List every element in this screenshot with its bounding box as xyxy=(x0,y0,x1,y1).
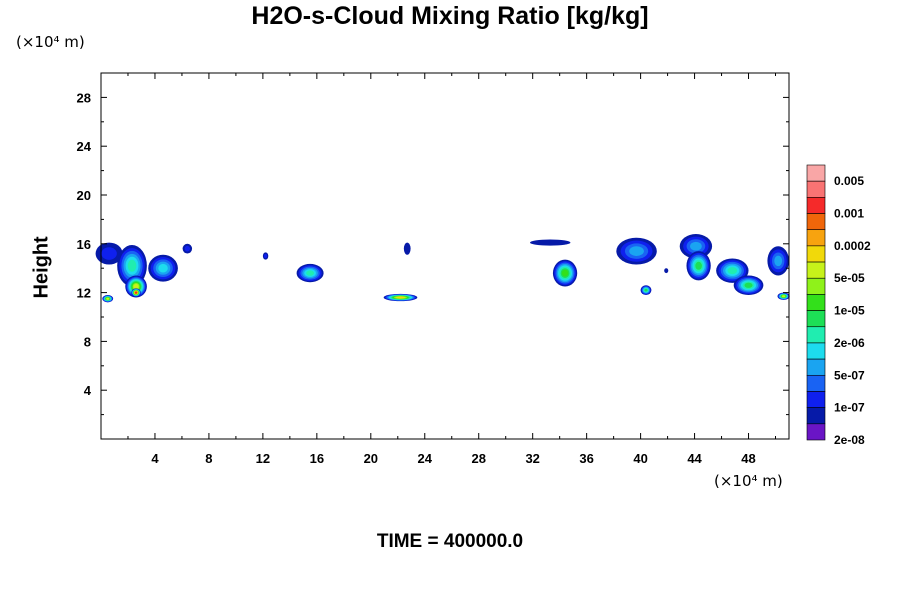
cloud-cell xyxy=(135,291,138,294)
colorbar: 0.005 0.001 0.0002 5e-05 1e-05 2e-06 5e-07 1e-0… xyxy=(806,164,871,447)
cloud-cell xyxy=(695,261,702,270)
y-tick-label: 24 xyxy=(77,139,92,154)
colorbar-label: 1e-07 xyxy=(834,401,865,415)
x-tick-label: 48 xyxy=(741,451,755,466)
cloud-cell xyxy=(561,269,569,277)
cloud-cell xyxy=(744,282,753,288)
cloud-cell xyxy=(403,242,411,255)
colorbar-label: 5e-05 xyxy=(834,271,865,285)
colorbar-swatch xyxy=(806,326,826,344)
colorbar-swatch xyxy=(806,180,826,198)
colorbar-swatch xyxy=(806,407,826,425)
y-tick-label: 28 xyxy=(77,90,91,105)
y-tick-label: 8 xyxy=(84,334,91,349)
time-label: TIME = 400000.0 xyxy=(376,531,524,552)
cloud-cell xyxy=(664,268,669,274)
cloud-cell xyxy=(396,296,405,299)
x-tick-label: 16 xyxy=(310,451,324,466)
x-tick-label: 20 xyxy=(364,451,378,466)
colorbar-swatch xyxy=(806,374,826,392)
cloud-cell xyxy=(727,267,738,275)
colorbar-swatch xyxy=(806,310,826,328)
colorbar-swatch xyxy=(806,197,826,214)
cloud-cell xyxy=(101,247,117,260)
x-tick-label: 8 xyxy=(205,451,212,466)
cloud-cell xyxy=(644,288,648,292)
x-tick-label: 24 xyxy=(418,451,433,466)
x-tick-label: 12 xyxy=(256,451,270,466)
cloud-cell xyxy=(106,297,110,300)
y-tick-label: 20 xyxy=(77,188,91,203)
x-tick-label: 28 xyxy=(471,451,485,466)
y-tick-label: 16 xyxy=(77,237,91,252)
colorbar-swatch xyxy=(806,294,826,311)
cloud-cell xyxy=(184,245,191,252)
colorbar-label: 0.005 xyxy=(834,174,864,188)
colorbar-swatch xyxy=(806,229,826,247)
x-tick-label: 36 xyxy=(579,451,593,466)
y-axis-unit: (×10⁴ m) xyxy=(16,33,85,51)
cloud-cell xyxy=(264,253,268,259)
x-tick-label: 40 xyxy=(633,451,647,466)
cloud-cell xyxy=(529,239,571,246)
cloud-cells-layer xyxy=(95,234,790,303)
colorbar-label: 0.0002 xyxy=(834,239,871,253)
plot-frame xyxy=(100,72,790,440)
cloud-cell xyxy=(629,246,644,256)
colorbar-swatch xyxy=(806,342,826,360)
cloud-cell xyxy=(158,263,168,273)
x-tick-label: 32 xyxy=(525,451,539,466)
x-axis-unit: (×10⁴ m) xyxy=(714,472,783,490)
x-tick-label: 4 xyxy=(151,451,159,466)
colorbar-label: 1e-05 xyxy=(834,304,865,318)
colorbar-swatch xyxy=(806,245,826,263)
colorbar-swatch xyxy=(806,213,826,231)
cloud-cell xyxy=(133,283,139,290)
colorbar-label: 5e-07 xyxy=(834,368,865,382)
cloud-cell xyxy=(690,241,702,251)
colorbar-label: 0.001 xyxy=(834,207,864,221)
colorbar-label: 2e-08 xyxy=(834,433,865,447)
cloud-cell xyxy=(306,270,315,276)
colorbar-swatch xyxy=(806,261,826,279)
colorbar-label: 2e-06 xyxy=(834,336,865,350)
cloud-cell xyxy=(127,259,137,272)
colorbar-swatch xyxy=(806,277,826,295)
cloud-cell xyxy=(774,255,783,267)
x-tick-label: 44 xyxy=(687,451,702,466)
colorbar-swatch xyxy=(806,423,826,441)
colorbar-swatch xyxy=(806,164,826,182)
cloud-cell xyxy=(782,295,786,298)
colorbar-swatch xyxy=(806,391,826,408)
y-tick-label: 12 xyxy=(77,286,91,301)
y-tick-label: 4 xyxy=(84,383,92,398)
colorbar-swatch xyxy=(806,358,826,376)
chart-title: H2O-s-Cloud Mixing Ratio [kg/kg] xyxy=(251,2,649,30)
